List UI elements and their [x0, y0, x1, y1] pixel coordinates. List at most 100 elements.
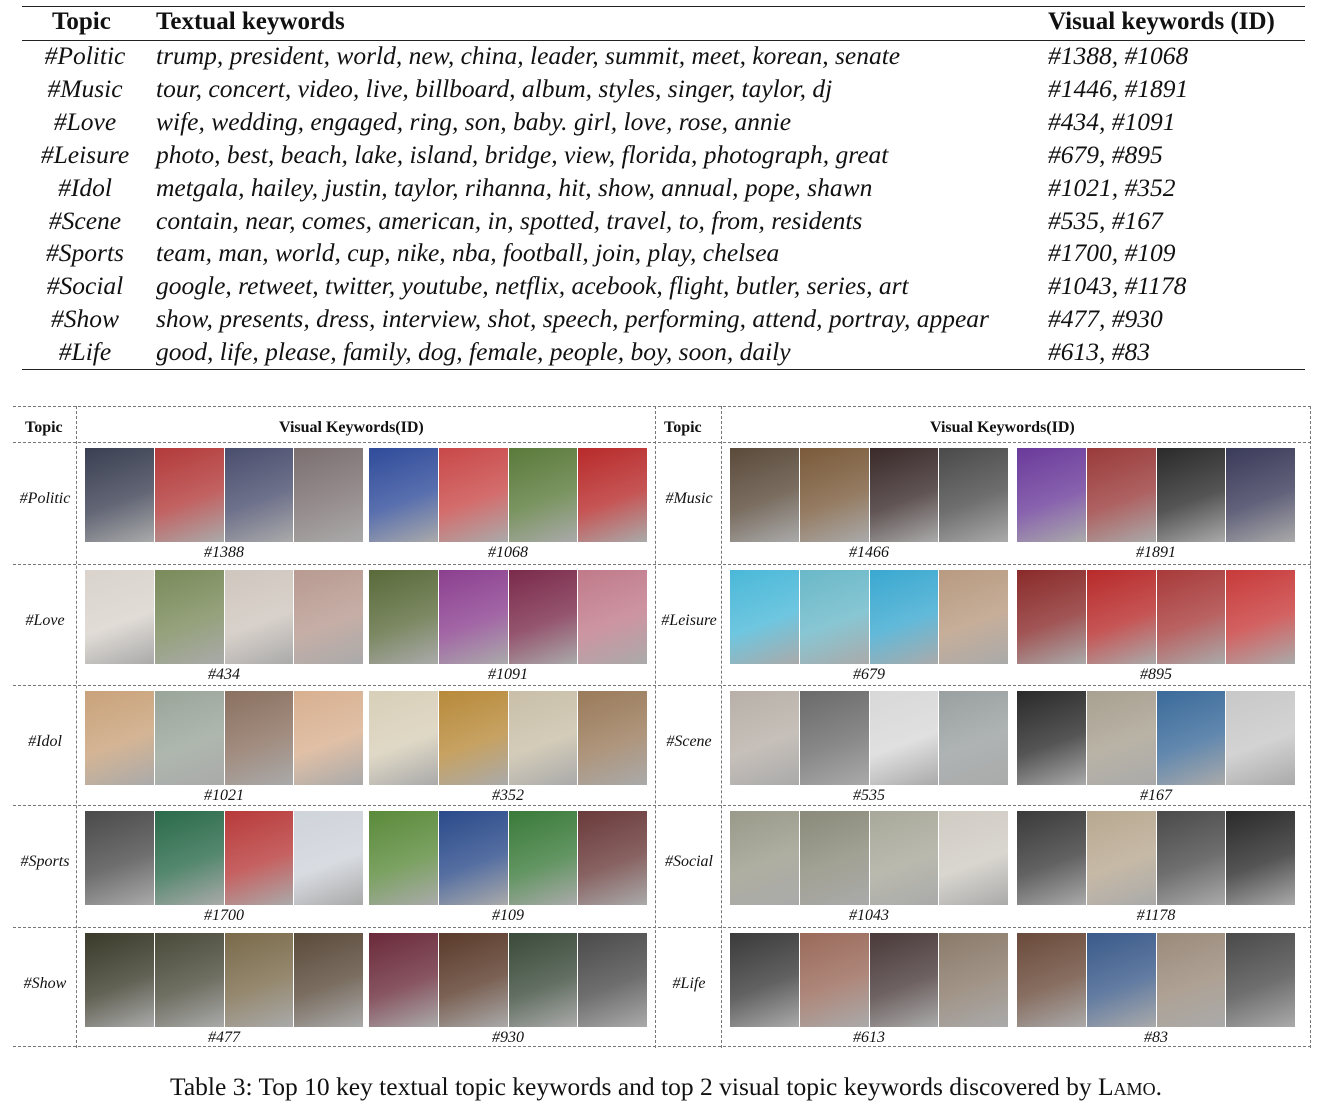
- photo-thumbnail: [1156, 570, 1227, 664]
- table-row: #Life good, life, please, family, dog, fe…: [22, 336, 1305, 368]
- figure-row-divider: [13, 927, 1311, 928]
- figure-row-divider: [13, 805, 1311, 806]
- photo-thumbnail: [1156, 811, 1227, 905]
- photo-thumbnail: [85, 691, 155, 785]
- photo-thumbnail: [224, 570, 295, 664]
- photo-thumbnail: [730, 448, 800, 542]
- photo-thumbnail: [939, 811, 1008, 905]
- figure-row-divider: [13, 1046, 1311, 1047]
- photo-thumbnail: [369, 811, 439, 905]
- photo-thumbnail: [1086, 691, 1157, 785]
- table-row: #Social google, retweet, twitter, youtube…: [22, 270, 1305, 302]
- photo-thumbnail: [154, 933, 225, 1027]
- visual-keyword-id: #535: [853, 787, 885, 804]
- photo-thumbnail: [1226, 448, 1295, 542]
- figure-column-divider: [655, 406, 656, 1048]
- photo-thumbnail: [369, 933, 439, 1027]
- photo-thumbnail: [294, 811, 363, 905]
- figure-topic-label: #Life: [672, 975, 706, 992]
- visual-keyword-id: #109: [492, 907, 524, 924]
- visual-keywords-cell: #679, #895: [1048, 139, 1163, 169]
- photo-thumbnail: [224, 933, 295, 1027]
- textual-keywords-cell: photo, best, beach, lake, island, bridge…: [156, 139, 889, 169]
- photo-thumbnail: [369, 691, 439, 785]
- photo-thumbnail: [1226, 570, 1295, 664]
- photo-thumbnail: [799, 933, 870, 1027]
- visual-keyword-image-strip: [369, 448, 647, 542]
- photo-thumbnail: [1156, 691, 1227, 785]
- visual-keyword-image-strip: [85, 570, 363, 664]
- photo-thumbnail: [438, 933, 509, 1027]
- photo-thumbnail: [508, 933, 579, 1027]
- figure-column-divider: [1310, 406, 1311, 1048]
- figure-topic-label: #Show: [23, 975, 67, 992]
- photo-thumbnail: [85, 933, 155, 1027]
- visual-keyword-image-strip: [85, 448, 363, 542]
- figure-topic-label: #Social: [665, 853, 713, 870]
- photo-thumbnail: [508, 448, 579, 542]
- table-row: #Music tour, concert, video, live, billbo…: [22, 73, 1305, 105]
- visual-keyword-image-strip: [85, 933, 363, 1027]
- photo-thumbnail: [869, 448, 940, 542]
- photo-thumbnail: [799, 811, 870, 905]
- photo-thumbnail: [1086, 570, 1157, 664]
- textual-keywords-cell: good, life, please, family, dog, female,…: [156, 337, 791, 367]
- topic-cell: #Scene: [48, 205, 122, 235]
- visual-keyword-image-strip: [730, 570, 1008, 664]
- textual-keywords-cell: team, man, world, cup, nike, nba, footba…: [156, 238, 780, 268]
- visual-keyword-image-strip: [730, 811, 1008, 905]
- visual-keywords-cell: #1388, #1068: [1048, 41, 1189, 70]
- photo-thumbnail: [1226, 691, 1295, 785]
- photo-thumbnail: [1086, 933, 1157, 1027]
- photo-thumbnail: [939, 570, 1008, 664]
- photo-thumbnail: [224, 448, 295, 542]
- table-row: #Politic trump, president, world, new, ch…: [22, 40, 1305, 72]
- visual-keywords-cell: #1700, #109: [1048, 238, 1176, 268]
- photo-thumbnail: [939, 448, 1008, 542]
- photo-thumbnail: [1086, 811, 1157, 905]
- topic-cell: #Love: [53, 106, 117, 136]
- topic-cell: #Idol: [58, 172, 112, 202]
- visual-keyword-image-strip: [1017, 811, 1295, 905]
- topic-cell: #Life: [58, 337, 112, 367]
- photo-thumbnail: [1017, 933, 1087, 1027]
- photo-thumbnail: [730, 570, 800, 664]
- visual-keywords-cell: #1021, #352: [1048, 172, 1176, 202]
- photo-thumbnail: [438, 570, 509, 664]
- visual-keyword-id: #167: [1140, 787, 1172, 804]
- figure-topic-label: #Idol: [28, 733, 62, 750]
- photo-thumbnail: [730, 691, 800, 785]
- photo-thumbnail: [154, 691, 225, 785]
- textual-keywords-cell: contain, near, comes, american, in, spot…: [156, 205, 863, 235]
- visual-keyword-id: #1021: [204, 787, 244, 804]
- photo-thumbnail: [294, 691, 363, 785]
- visual-keyword-image-strip: [1017, 570, 1295, 664]
- figure-topic-label: #Music: [665, 490, 713, 507]
- topic-cell: #Politic: [44, 41, 126, 70]
- photo-thumbnail: [294, 448, 363, 542]
- topic-cell: #Social: [46, 271, 124, 301]
- visual-keyword-id: #477: [208, 1029, 240, 1046]
- photo-thumbnail: [1017, 448, 1087, 542]
- visual-keyword-image-strip: [85, 691, 363, 785]
- photo-thumbnail: [730, 811, 800, 905]
- photo-thumbnail: [869, 933, 940, 1027]
- figure-header-visual-left: Visual Keywords(ID): [279, 419, 424, 436]
- visual-keyword-image-strip: [1017, 933, 1295, 1027]
- textual-keywords-cell: metgala, hailey, justin, taylor, rihanna…: [156, 172, 873, 202]
- photo-thumbnail: [1156, 448, 1227, 542]
- visual-keyword-id: #1068: [488, 544, 528, 561]
- visual-keywords-cell: #535, #167: [1048, 205, 1163, 235]
- caption-text: Table 3: Top 10 key textual topic keywor…: [170, 1072, 1098, 1101]
- figure-topic-label: #Sports: [20, 853, 70, 870]
- figure-column-divider: [721, 406, 722, 1048]
- visual-keyword-id: #679: [853, 666, 885, 683]
- photo-thumbnail: [1156, 933, 1227, 1027]
- photo-thumbnail: [578, 811, 647, 905]
- photo-thumbnail: [869, 570, 940, 664]
- photo-thumbnail: [85, 811, 155, 905]
- table-row: #Show show, presents, dress, interview, s…: [22, 303, 1305, 335]
- photo-thumbnail: [154, 811, 225, 905]
- textual-keywords-cell: tour, concert, video, live, billboard, a…: [156, 73, 833, 103]
- figure-row-divider: [13, 442, 1311, 443]
